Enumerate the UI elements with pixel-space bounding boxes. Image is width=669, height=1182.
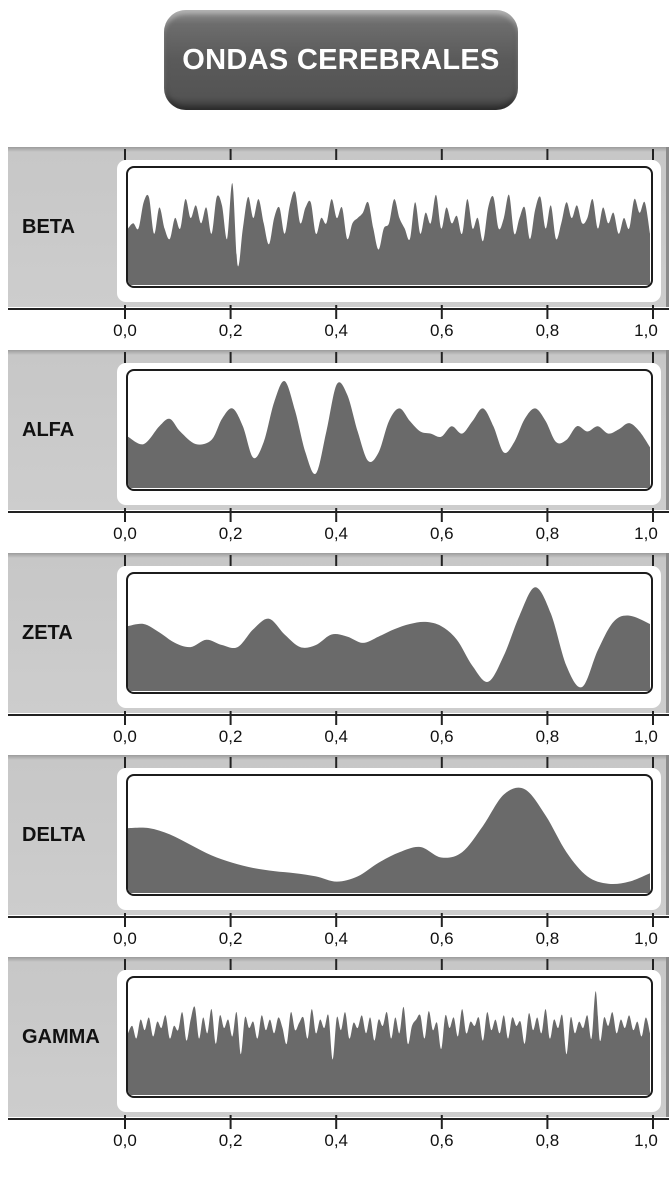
chart-title: ONDAS CEREBRALES	[182, 43, 500, 76]
plot-area	[126, 369, 653, 491]
plot-area	[126, 774, 653, 896]
x-tick-label: 0,4	[324, 1131, 348, 1150]
x-tick-label: 1,0	[634, 524, 658, 543]
wave-panel-gamma: GAMMA 0,0 0,2 0,4 0,6 0,8 1,0	[0, 957, 669, 1182]
x-tick-label: 0,0	[113, 524, 137, 543]
x-tick-label: 0,2	[218, 727, 243, 746]
waveform-gamma	[128, 991, 650, 1095]
x-tick-label: 0,2	[218, 524, 243, 543]
x-tick-label: 0,8	[535, 727, 560, 746]
plot-area	[126, 166, 653, 288]
x-tick-label: 1,0	[634, 1131, 658, 1150]
waveform-svg	[128, 991, 650, 1095]
series-label: ZETA	[22, 622, 73, 644]
x-tick-label: 0,2	[218, 321, 243, 340]
x-tick-label: 1,0	[634, 929, 658, 948]
x-tick-label: 0,4	[324, 321, 348, 340]
x-tick-label: 0,0	[113, 727, 137, 746]
x-tick-label: 0,4	[324, 727, 348, 746]
x-axis	[8, 757, 669, 927]
x-axis	[8, 149, 669, 319]
waveform-svg	[128, 587, 650, 691]
waveform-svg	[128, 183, 650, 285]
x-tick-label: 0,0	[113, 1131, 137, 1150]
x-axis	[8, 352, 669, 522]
x-axis	[8, 555, 669, 725]
series-label: BETA	[22, 216, 75, 238]
series-label: GAMMA	[22, 1026, 100, 1048]
x-axis	[8, 959, 669, 1129]
wave-panel-alfa: ALFA 0,0 0,2 0,4 0,6 0,8 1,0	[0, 350, 669, 575]
wave-panel-delta: DELTA 0,0 0,2 0,4 0,6 0,8 1,0	[0, 755, 669, 980]
x-tick-label: 0,8	[535, 524, 560, 543]
x-tick-label: 0,8	[535, 1131, 560, 1150]
series-label: ALFA	[22, 419, 75, 441]
x-tick-label: 0,0	[113, 321, 137, 340]
x-tick-label: 0,6	[429, 524, 454, 543]
x-tick-label: 0,2	[218, 929, 243, 948]
plot-area	[126, 572, 653, 694]
title-banner: ONDAS CEREBRALES	[164, 10, 518, 110]
wave-panel-beta: BETA 0,0 0,2 0,4 0,6 0,8 1,0	[0, 147, 669, 372]
x-tick-label: 0,6	[429, 929, 454, 948]
plot-area	[126, 976, 653, 1098]
x-tick-label: 0,4	[324, 929, 348, 948]
waveform-svg	[128, 787, 650, 893]
x-tick-label: 0,4	[324, 524, 348, 543]
waveform-svg	[128, 380, 650, 488]
x-tick-label: 1,0	[634, 321, 658, 340]
waveform-alfa	[128, 380, 650, 488]
waveform-zeta	[128, 587, 650, 691]
x-tick-label: 0,2	[218, 1131, 243, 1150]
x-tick-label: 0,6	[429, 727, 454, 746]
waveform-delta	[128, 787, 650, 893]
waveform-beta	[128, 183, 650, 285]
x-tick-label: 0,6	[429, 1131, 454, 1150]
x-tick-label: 0,8	[535, 929, 560, 948]
x-tick-label: 0,0	[113, 929, 137, 948]
x-tick-label: 1,0	[634, 727, 658, 746]
x-tick-label: 0,8	[535, 321, 560, 340]
series-label: DELTA	[22, 824, 86, 846]
x-tick-label: 0,6	[429, 321, 454, 340]
wave-panel-zeta: ZETA 0,0 0,2 0,4 0,6 0,8 1,0	[0, 553, 669, 778]
